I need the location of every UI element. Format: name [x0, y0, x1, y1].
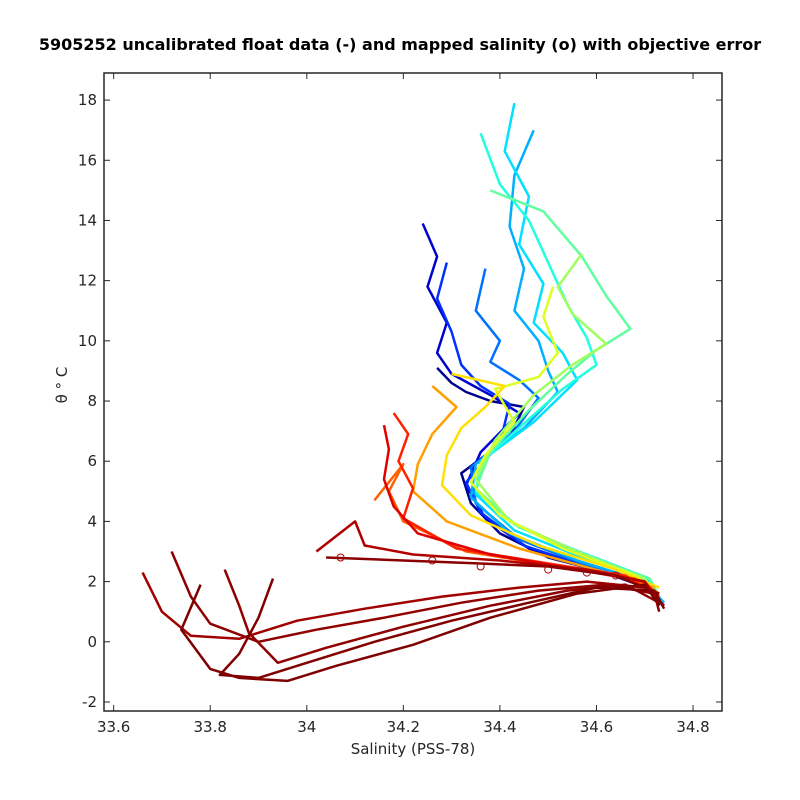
series-line-10 — [469, 286, 660, 595]
y-tick-label: 16 — [78, 151, 97, 169]
y-tick-label: 12 — [78, 272, 97, 290]
series-line-22 — [326, 556, 660, 595]
series-line-21 — [180, 583, 661, 683]
x-tick-label: 34.6 — [580, 718, 613, 736]
x-tick-label: 33.6 — [97, 718, 130, 736]
x-tick-label: 34.2 — [387, 718, 420, 736]
x-tick-label: 34 — [297, 718, 316, 736]
mapped-salinity-marker-2 — [428, 556, 437, 565]
y-tick-label: 14 — [78, 211, 97, 229]
mapped-salinity-marker-3 — [476, 562, 485, 571]
plot-area — [141, 102, 666, 683]
y-tick-label: 0 — [87, 633, 97, 651]
series-line-20 — [218, 578, 666, 680]
mapped-salinity-marker-1 — [336, 553, 345, 562]
series-line-16 — [315, 520, 661, 604]
mapped-salinity-marker-6 — [611, 571, 620, 580]
axis-ticks: 33.6 33.8 34 34.2 34.4 34.6 34.8 -2 0 2 4 6 8 10 12 14 1… — [78, 73, 722, 736]
y-tick-label: -2 — [82, 693, 97, 711]
series-line-8 — [474, 189, 661, 604]
x-tick-label: 33.8 — [194, 718, 227, 736]
mapped-salinity-marker-5 — [582, 568, 591, 577]
y-tick-label: 2 — [87, 573, 97, 591]
y-axis-label: θ ° C — [53, 367, 71, 404]
y-tick-label: 8 — [87, 392, 97, 410]
series-line-9 — [474, 252, 661, 601]
mapped-salinity-marker-4 — [544, 565, 553, 574]
x-tick-label: 34.4 — [483, 718, 516, 736]
series-line-11 — [440, 372, 660, 589]
y-tick-label: 6 — [87, 452, 97, 470]
y-tick-label: 4 — [87, 512, 97, 530]
y-tick-label: 18 — [78, 91, 97, 109]
y-tick-label: 10 — [78, 332, 97, 350]
x-axis-label: Salinity (PSS-78) — [351, 740, 476, 758]
x-tick-label: 34.8 — [676, 718, 709, 736]
chart-title: 5905252 uncalibrated float data (-) and … — [39, 35, 761, 54]
axes-box — [103, 72, 723, 712]
